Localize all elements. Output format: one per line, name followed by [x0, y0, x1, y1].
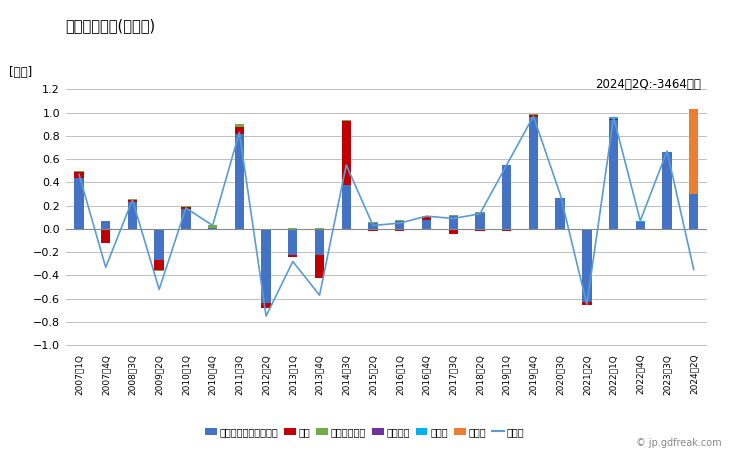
- Bar: [609, 117, 618, 118]
- Y-axis label: [兆円]: [兆円]: [9, 67, 32, 79]
- Bar: [182, 209, 190, 229]
- Bar: [395, 229, 405, 231]
- Bar: [128, 200, 137, 202]
- Bar: [128, 202, 137, 229]
- Bar: [101, 229, 110, 243]
- Bar: [155, 270, 164, 271]
- Text: © jp.gdfreak.com: © jp.gdfreak.com: [636, 438, 722, 448]
- Bar: [529, 114, 538, 115]
- Bar: [315, 228, 324, 229]
- Bar: [74, 172, 84, 178]
- Bar: [208, 228, 217, 229]
- Bar: [529, 117, 538, 229]
- Bar: [475, 229, 485, 231]
- Bar: [529, 115, 538, 117]
- Bar: [609, 118, 618, 120]
- Bar: [315, 255, 324, 278]
- Bar: [262, 303, 270, 308]
- Bar: [422, 216, 431, 217]
- Bar: [689, 194, 698, 229]
- Bar: [422, 217, 431, 220]
- Bar: [342, 185, 351, 229]
- Bar: [368, 222, 378, 223]
- Bar: [636, 221, 645, 222]
- Bar: [101, 221, 110, 229]
- Bar: [502, 229, 511, 231]
- Bar: [315, 229, 324, 255]
- Bar: [74, 171, 84, 172]
- Bar: [475, 212, 485, 213]
- Bar: [235, 124, 244, 126]
- Bar: [128, 199, 137, 200]
- Bar: [262, 229, 270, 303]
- Bar: [342, 121, 351, 185]
- Bar: [208, 225, 217, 228]
- Bar: [342, 120, 351, 121]
- Bar: [368, 229, 378, 231]
- Bar: [74, 178, 84, 229]
- Legend: 保険・年金・定型保証, 貸出, 未収・未払金, 債務証券, 預け金, その他, 取引額: 保険・年金・定型保証, 貸出, 未収・未払金, 債務証券, 預け金, その他, …: [201, 423, 528, 441]
- Bar: [368, 223, 378, 229]
- Bar: [609, 120, 618, 229]
- Bar: [448, 216, 458, 229]
- Bar: [235, 126, 244, 134]
- Bar: [422, 220, 431, 229]
- Bar: [182, 207, 190, 209]
- Bar: [155, 260, 164, 270]
- Bar: [395, 220, 405, 221]
- Bar: [663, 152, 671, 229]
- Bar: [448, 215, 458, 216]
- Bar: [395, 221, 405, 229]
- Bar: [235, 134, 244, 229]
- Bar: [288, 255, 297, 257]
- Bar: [288, 228, 297, 229]
- Bar: [288, 229, 297, 255]
- Text: 2024年2Q:-3464億円: 2024年2Q:-3464億円: [595, 77, 701, 90]
- Bar: [582, 229, 591, 302]
- Bar: [475, 213, 485, 229]
- Bar: [155, 229, 164, 260]
- Bar: [689, 109, 698, 194]
- Bar: [448, 229, 458, 234]
- Bar: [182, 206, 190, 207]
- Text: 金融負債増減(取引額): 金融負債増減(取引額): [66, 18, 156, 33]
- Bar: [636, 222, 645, 229]
- Bar: [502, 165, 511, 229]
- Bar: [555, 198, 565, 229]
- Bar: [582, 302, 591, 305]
